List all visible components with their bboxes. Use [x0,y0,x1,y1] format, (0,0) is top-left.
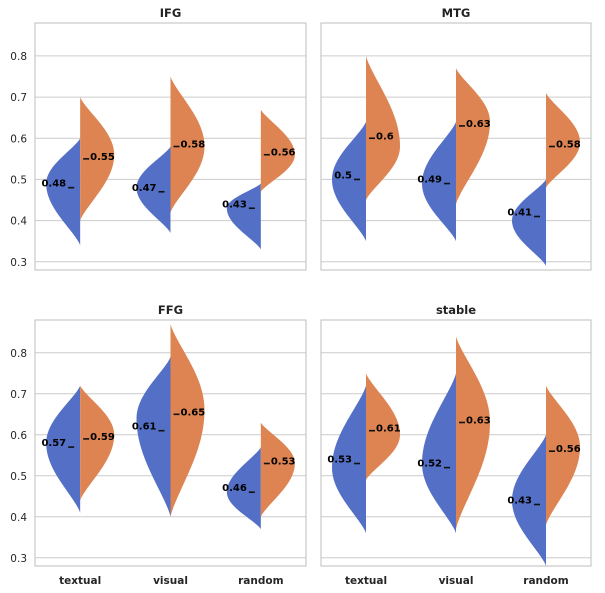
violin-half-left-visual [136,356,171,517]
y-tick-label: 0.5 [10,471,27,483]
x-tick-label-textual: textual [59,575,101,587]
violin-half-left-textual [332,385,366,534]
violin-half-right-textual [366,55,400,201]
value-label-left-visual: 0.52 [417,459,442,470]
value-label-right-random: 0.53 [271,457,296,468]
value-label-right-random: 0.56 [556,444,581,455]
value-label-right-visual: 0.65 [181,407,206,418]
value-label-left-visual: 0.49 [417,175,442,186]
y-tick-label: 0.8 [10,348,27,360]
panel-ifg: 0.3 0.4 0.5 0.6 0.7 0.8 IFG 0.48 0.47 0.43 0.55 0.… [10,6,307,271]
x-tick-label-textual: textual [345,575,387,587]
violin-half-right-visual [456,336,490,530]
value-label-left-visual: 0.47 [132,183,157,194]
y-tick-label: 0.6 [10,133,27,145]
panel-title: MTG [442,6,471,20]
axes-frame [34,319,307,567]
axes-frame [320,22,592,271]
y-tick-label: 0.3 [10,553,27,565]
value-label-left-random: 0.46 [222,483,247,494]
violin-half-right-visual [170,324,205,517]
violin-half-right-textual [80,385,115,501]
y-tick-label: 0.3 [10,257,27,269]
y-tick-label: 0.7 [10,92,27,104]
x-tick-label-random: random [523,575,568,587]
value-label-right-visual: 0.58 [181,140,206,151]
panel-title: IFG [160,6,182,20]
value-label-right-textual: 0.55 [90,152,115,163]
value-label-left-visual: 0.61 [132,422,157,433]
violin-half-left-visual [422,121,456,242]
value-label-left-textual: 0.48 [41,179,66,190]
violin-half-left-visual [136,146,171,233]
panel-ffg: 0.3 0.4 0.5 0.6 0.7 0.8 FFG 0.57 0.61 0.46 0.59 0.… [10,303,307,587]
violin-half-left-textual [46,385,81,513]
panel-mtg: MTG 0.5 0.49 0.41 0.6 0.63 0.58 [320,6,592,271]
violin-half-right-textual [80,97,115,221]
violin-half-left-random [512,179,546,266]
value-label-left-textual: 0.53 [327,455,352,466]
value-label-right-visual: 0.63 [466,119,491,130]
x-tick-label-visual: visual [153,575,188,587]
y-tick-label: 0.5 [10,174,27,186]
value-label-left-random: 0.43 [507,496,532,507]
violin-half-left-random [226,447,261,530]
y-tick-label: 0.4 [10,216,27,228]
value-label-right-visual: 0.63 [466,416,491,427]
x-tick-label-random: random [238,575,283,587]
value-label-right-textual: 0.6 [376,131,394,142]
violin-half-right-random [260,422,295,517]
axes-frame [34,22,307,271]
violin-half-left-visual [422,373,456,534]
violin-half-right-random [546,92,580,188]
y-tick-label: 0.6 [10,430,27,442]
panel-stable: stable 0.53 0.52 0.43 0.61 0.63 0.56 textual vi… [320,303,592,587]
axes-frame [320,319,592,567]
value-label-left-random: 0.43 [222,199,247,210]
value-label-left-random: 0.41 [507,207,532,218]
violin-half-left-random [226,183,261,250]
panel-title: FFG [158,303,183,317]
value-label-right-textual: 0.61 [376,424,401,435]
y-tick-label: 0.7 [10,389,27,401]
value-label-right-random: 0.56 [271,148,296,159]
violin-half-right-random [546,385,580,525]
violin-half-right-visual [456,68,490,205]
value-label-right-random: 0.58 [556,140,581,151]
violin-half-right-visual [170,76,205,213]
violin-half-left-textual [332,121,366,242]
violin-half-right-textual [366,373,400,480]
value-label-right-textual: 0.59 [90,432,115,443]
x-tick-label-visual: visual [439,575,474,587]
y-tick-label: 0.8 [10,51,27,63]
y-tick-label: 0.4 [10,512,27,524]
violin-half-right-random [260,109,295,192]
violin-half-left-textual [46,138,81,246]
value-label-left-textual: 0.57 [41,438,66,449]
violin-half-left-random [512,434,546,566]
panel-title: stable [436,303,476,317]
value-label-left-textual: 0.5 [334,170,352,181]
